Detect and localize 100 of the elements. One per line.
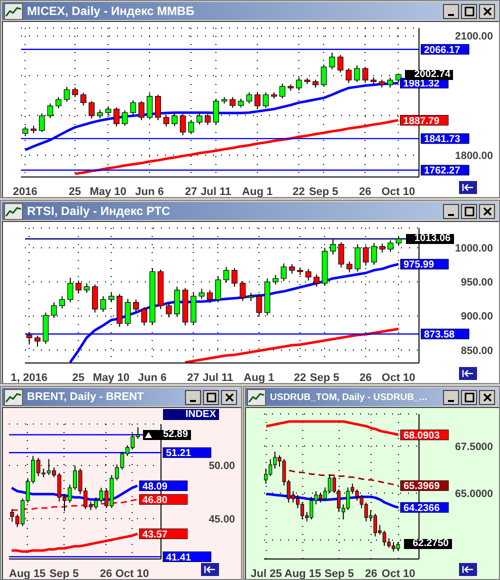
ref-line-label: 873.58 (424, 330, 456, 341)
ref-line-label: 2066.17 (424, 44, 461, 56)
candlestick (354, 64, 360, 83)
data-label: 48.09 (142, 481, 168, 492)
candlestick (141, 306, 148, 326)
y-tick-label: 850.00 (460, 344, 494, 357)
x-tick-label: 1, 2016 (10, 372, 48, 384)
x-tick-label: 26 (360, 372, 372, 384)
candlestick (305, 268, 312, 281)
x-tick-label: Oct 10 (381, 186, 416, 198)
candlestick (122, 110, 128, 126)
candlestick (34, 335, 40, 348)
annotation: 1013.06 (406, 232, 454, 244)
x-tick-label: Sep 5 (49, 568, 79, 580)
candlestick (320, 64, 327, 88)
chart-title: USDRUB_TOM, Daily - USDRUB_... (270, 392, 428, 402)
x-tick-label: 26 (365, 568, 378, 580)
x-tick-label: May 10 (92, 372, 130, 384)
candlestick (72, 87, 78, 98)
chart-title: RTSI, Daily - Индекс РТС (27, 204, 172, 218)
ref-line-label: 51.21 (166, 448, 192, 460)
candlestick (232, 268, 238, 288)
y-tick-label: 950.00 (460, 276, 494, 289)
candlestick (289, 264, 295, 274)
chart-title: BRENT, Daily - BRENT (27, 391, 145, 403)
annotation: 62.2750 (404, 538, 452, 550)
y-tick-label: 50.00 (208, 460, 236, 472)
y-tick-label: 45.00 (208, 513, 236, 526)
x-tick-label: Jul 25 (250, 568, 282, 580)
data-label: 975.99 (403, 260, 435, 271)
y-tick-label: 900.00 (460, 310, 494, 323)
candlestick (88, 100, 95, 120)
data-label: 43.57 (142, 529, 168, 540)
x-tick-label: Oct 10 (382, 568, 416, 580)
ref-line-label: 1762.27 (424, 166, 461, 177)
x-tick-label: Aug 1 (244, 372, 274, 384)
data-label: 68.0903 (403, 430, 440, 442)
x-tick-label: 25 (72, 372, 84, 384)
x-tick-label: Oct 10 (115, 568, 149, 580)
candlestick (337, 54, 344, 73)
data-label: 1887.79 (403, 116, 440, 127)
candlestick (124, 298, 131, 327)
candlestick (246, 92, 252, 104)
candlestick (92, 284, 98, 314)
x-tick-label: Oct 10 (382, 372, 416, 384)
x-tick-label: May 10 (90, 186, 126, 198)
ref-line-label: 1841.73 (424, 134, 461, 146)
candlestick (198, 288, 205, 300)
x-tick-label: 27 (187, 372, 200, 384)
x-tick-label: Jun 6 (135, 186, 164, 198)
candlestick (50, 302, 57, 318)
candlestick (59, 296, 66, 309)
candlestick (262, 92, 269, 108)
x-tick-label: Jul 11 (200, 186, 232, 198)
candlestick (346, 68, 352, 84)
candlestick (114, 106, 120, 128)
x-tick-label: 22 (292, 186, 305, 198)
candlestick (84, 282, 90, 294)
candlestick (100, 296, 106, 312)
candlestick (155, 94, 161, 121)
text: 52.89 (143, 428, 192, 440)
candlestick (230, 96, 236, 108)
candlestick (133, 299, 139, 314)
x-tick-label: 25 (68, 186, 82, 198)
data-label: 64.2366 (403, 503, 440, 514)
y-tick-label: 1800.00 (455, 150, 494, 162)
x-tick-label: Sep 5 (324, 568, 354, 580)
data-label: 65.3969 (403, 481, 440, 492)
x-tick-label: Jun 6 (138, 372, 167, 384)
x-tick-label: 22 (294, 372, 306, 384)
x-tick-label: Aug 15 (9, 568, 46, 580)
y-tick-label: 65.0000 (455, 488, 494, 500)
x-tick-label: Sep 5 (310, 372, 340, 384)
x-tick-label: 26 (100, 568, 112, 580)
candlestick (346, 260, 352, 273)
candlestick (279, 83, 286, 99)
candlestick (56, 96, 62, 109)
y-tick-label: 1000.00 (455, 242, 494, 255)
x-tick-label: Aug 1 (242, 186, 273, 198)
y-tick-label: 2100.00 (455, 30, 494, 43)
line-series (184, 328, 400, 363)
x-tick-label: Sep 5 (308, 186, 338, 198)
ref-line-label: 41.41 (166, 552, 192, 564)
annotation: 2002.74 (405, 68, 454, 80)
candlestick (138, 100, 144, 121)
candlestick (280, 262, 287, 282)
text: INDEX (163, 409, 219, 420)
x-tick-label: Aug 15 (284, 568, 322, 580)
candlestick (80, 92, 86, 106)
y-tick-label: 67.5000 (455, 440, 494, 453)
candlestick (188, 119, 194, 135)
candlestick (64, 86, 70, 102)
x-tick-label: 2016 (12, 186, 38, 198)
candlestick (130, 100, 136, 116)
data-label: 46.80 (142, 495, 168, 506)
x-tick-label: 26 (358, 186, 372, 198)
x-tick-label: Jul 11 (202, 372, 234, 384)
x-tick-label: 27 (184, 186, 198, 198)
chart-title: MICEX, Daily - Индекс ММВБ (27, 4, 196, 18)
candlestick (329, 52, 336, 70)
